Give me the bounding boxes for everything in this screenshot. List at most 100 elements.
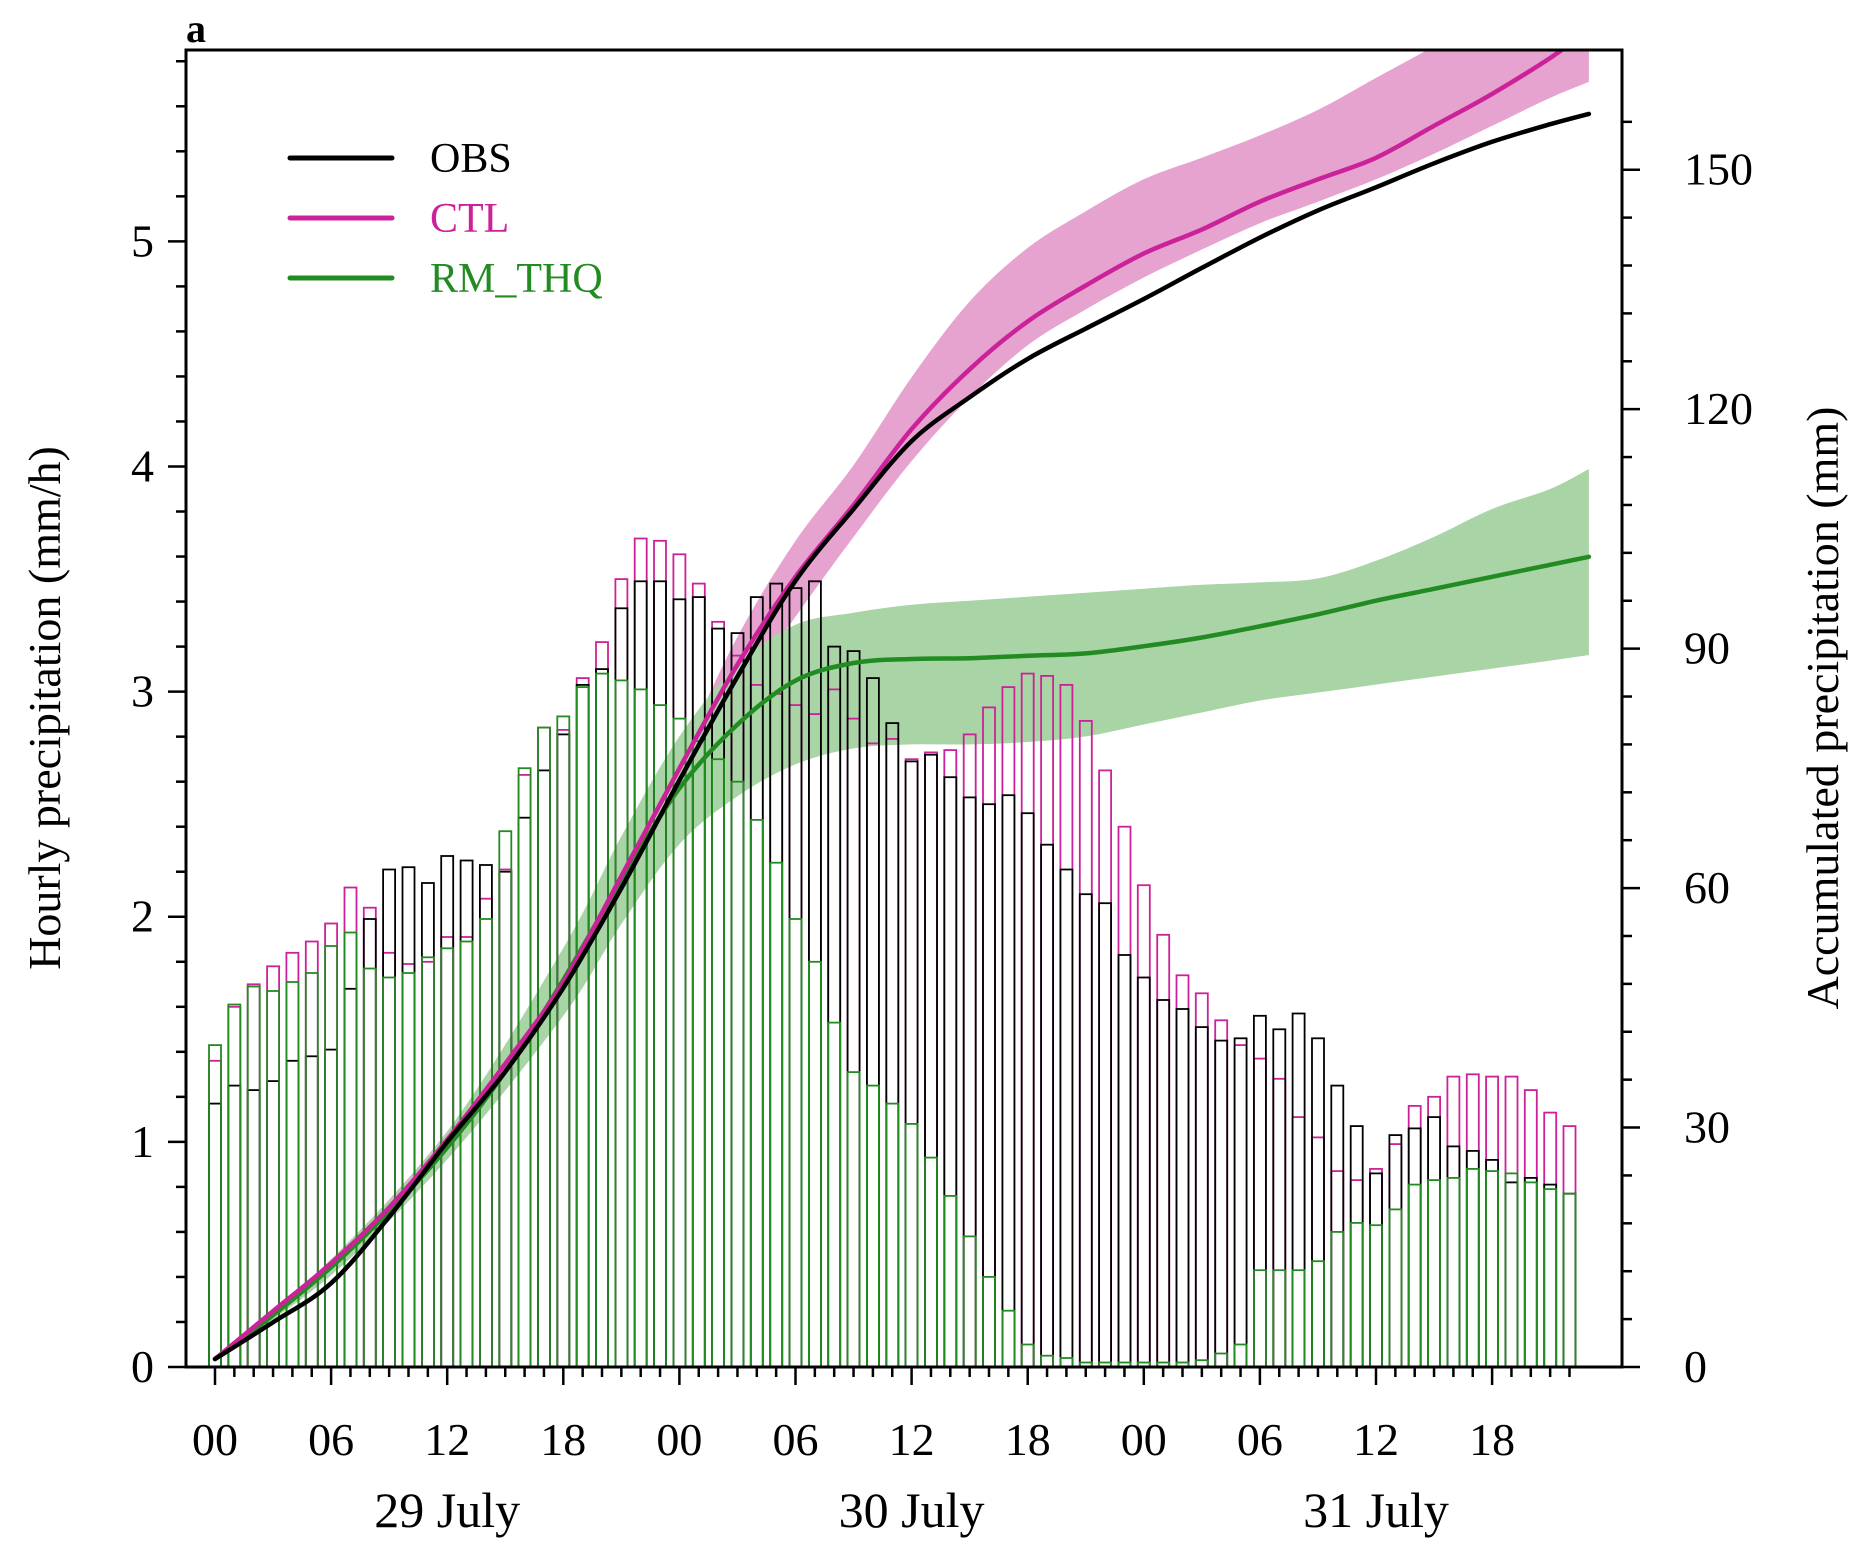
hourly-bar-rm_thq (517, 767, 532, 1367)
hourly-bar-ctl (943, 749, 958, 1367)
hourly-bar-obs (1194, 1026, 1209, 1367)
hourly-bar-rm_thq (285, 981, 300, 1367)
hourly-bar-rm_thq (633, 688, 648, 1367)
hourly-bar-ctl (1543, 1111, 1558, 1367)
x-tick-label: 18 (1469, 1414, 1515, 1465)
panel-label: a (186, 6, 206, 51)
hourly-bar-ctl (1136, 884, 1151, 1367)
hourly-bar-ctl (749, 684, 764, 1367)
hourly-bar-rm_thq (904, 1123, 919, 1367)
hourly-bar-ctl (1175, 974, 1190, 1367)
hourly-bar-obs (1388, 1134, 1403, 1367)
hourly-bar-ctl (575, 677, 590, 1367)
hourly-bar-obs (227, 1084, 242, 1367)
hourly-bar-obs (1253, 1014, 1267, 1367)
x-tick-label: 00 (192, 1414, 238, 1465)
hourly-bar-obs (1311, 1037, 1325, 1367)
hourly-bar-ctl (595, 641, 609, 1367)
hourly-bar-rm_thq (1117, 1361, 1132, 1367)
hourly-bar-ctl (1311, 1136, 1325, 1367)
right-axis-title: Accumulated precipitation (mm) (1797, 407, 1848, 1010)
hourly-bar-rm_thq (1485, 1170, 1499, 1367)
x-axis: 00 06 12 18 00 06 12 18 00 06 12 18 29 July 30 July 31… (192, 1367, 1571, 1538)
hourly-bar-ctl (827, 688, 842, 1367)
hourly-bar-obs (943, 776, 958, 1367)
legend: OBS CTL RM_THQ (287, 136, 603, 302)
hourly-bar-obs (1523, 1177, 1538, 1367)
hourly-bar-rm_thq (885, 1102, 900, 1367)
hourly-bar-ctl (556, 729, 571, 1367)
hourly-bar-rm_thq (1059, 1357, 1074, 1367)
hourly-bar-rm_thq (1407, 1183, 1422, 1367)
hourly-bar-ctl (653, 539, 667, 1367)
hourly-bar-rm_thq (227, 1003, 242, 1367)
hourly-bar-rm_thq (1349, 1222, 1364, 1367)
hourly-bar-rm_thq (769, 861, 784, 1367)
hourly-bar-ctl (1194, 992, 1209, 1367)
hourly-bar-ctl (1427, 1095, 1441, 1367)
hourly-bar-rm_thq (788, 918, 803, 1367)
hourly-bar-rm_thq (246, 985, 261, 1367)
hourly-bar-obs (846, 650, 861, 1367)
hourly-bar-obs (1369, 1172, 1383, 1367)
hourly-bar-ctl (1523, 1089, 1538, 1367)
hourly-bar-obs (672, 598, 687, 1367)
right-tick-label: 150 (1684, 144, 1753, 195)
hourly-bar-rm_thq (808, 960, 822, 1367)
hourly-bar-ctl (1098, 769, 1112, 1367)
hourly-bar-ctl (1117, 825, 1132, 1367)
hourly-bar-ctl (672, 553, 687, 1367)
plot-frame (184, 48, 1624, 1369)
hourly-bar-rm_thq (595, 672, 609, 1367)
hourly-bar-obs (1446, 1145, 1461, 1367)
left-tick-label: 0 (131, 1341, 154, 1392)
hourly-bar-ctl (1020, 672, 1035, 1367)
hourly-bar-ctl (227, 1005, 242, 1367)
hourly-bar-rm_thq (1291, 1269, 1306, 1367)
hourly-bar-rm_thq (1504, 1172, 1519, 1367)
hourly-bar-ctl (324, 922, 339, 1367)
hourly-bar-ctl (614, 578, 629, 1367)
hourly-bar-ctl (1407, 1105, 1422, 1367)
x-tick-label: 18 (1005, 1414, 1051, 1465)
hourly-bar-rm_thq (478, 918, 493, 1367)
hourly-bar-obs (382, 868, 397, 1367)
hourly-bar-obs (1562, 1192, 1577, 1367)
x-tick-label: 06 (773, 1414, 819, 1465)
hourly-bar-rm_thq (691, 740, 706, 1367)
hourly-bar-ctl (808, 713, 822, 1367)
hourly-bar-ctl (904, 758, 919, 1367)
hourly-bar-rm_thq (749, 819, 764, 1367)
hourly-bar-ctl (982, 706, 996, 1367)
hourly-bar-obs (595, 668, 609, 1367)
x-tick-label: 18 (540, 1414, 586, 1465)
x-tick-label: 00 (656, 1414, 702, 1465)
hourly-bar-obs (1214, 1039, 1229, 1367)
hourly-bar-rm_thq (1272, 1269, 1287, 1367)
hourly-bar-rm_thq (1214, 1352, 1229, 1367)
legend-label-ctl: CTL (430, 196, 509, 242)
hourly-bar-obs (304, 1055, 319, 1367)
hourly-bar-ctl (537, 726, 551, 1367)
day-label: 29 July (374, 1482, 520, 1538)
hourly-bar-ctl (962, 733, 977, 1367)
right-tick-label: 90 (1684, 623, 1730, 674)
hourly-bar-rm_thq (1523, 1181, 1538, 1367)
day-label: 31 July (1303, 1482, 1449, 1538)
hourly-bar-rm_thq (304, 972, 319, 1367)
day-label: 30 July (839, 1482, 985, 1538)
hourly-bar-obs (1001, 794, 1016, 1367)
hourly-bar-rm_thq (962, 1235, 977, 1367)
hourly-bar-obs (1543, 1183, 1558, 1367)
hourly-bar-rm_thq (1156, 1361, 1171, 1367)
hourly-bar-rm_thq (382, 976, 397, 1367)
hourly-bar-ctl (885, 738, 900, 1367)
hourly-bar-obs (614, 607, 629, 1367)
hourly-bar-ctl (459, 936, 474, 1367)
hourly-bar-ctl (401, 963, 416, 1367)
spread-bands (215, 50, 1589, 1359)
hourly-bar-rm_thq (459, 940, 474, 1367)
hourly-bar-ctl (866, 742, 880, 1367)
hourly-bar-obs (1349, 1125, 1364, 1367)
